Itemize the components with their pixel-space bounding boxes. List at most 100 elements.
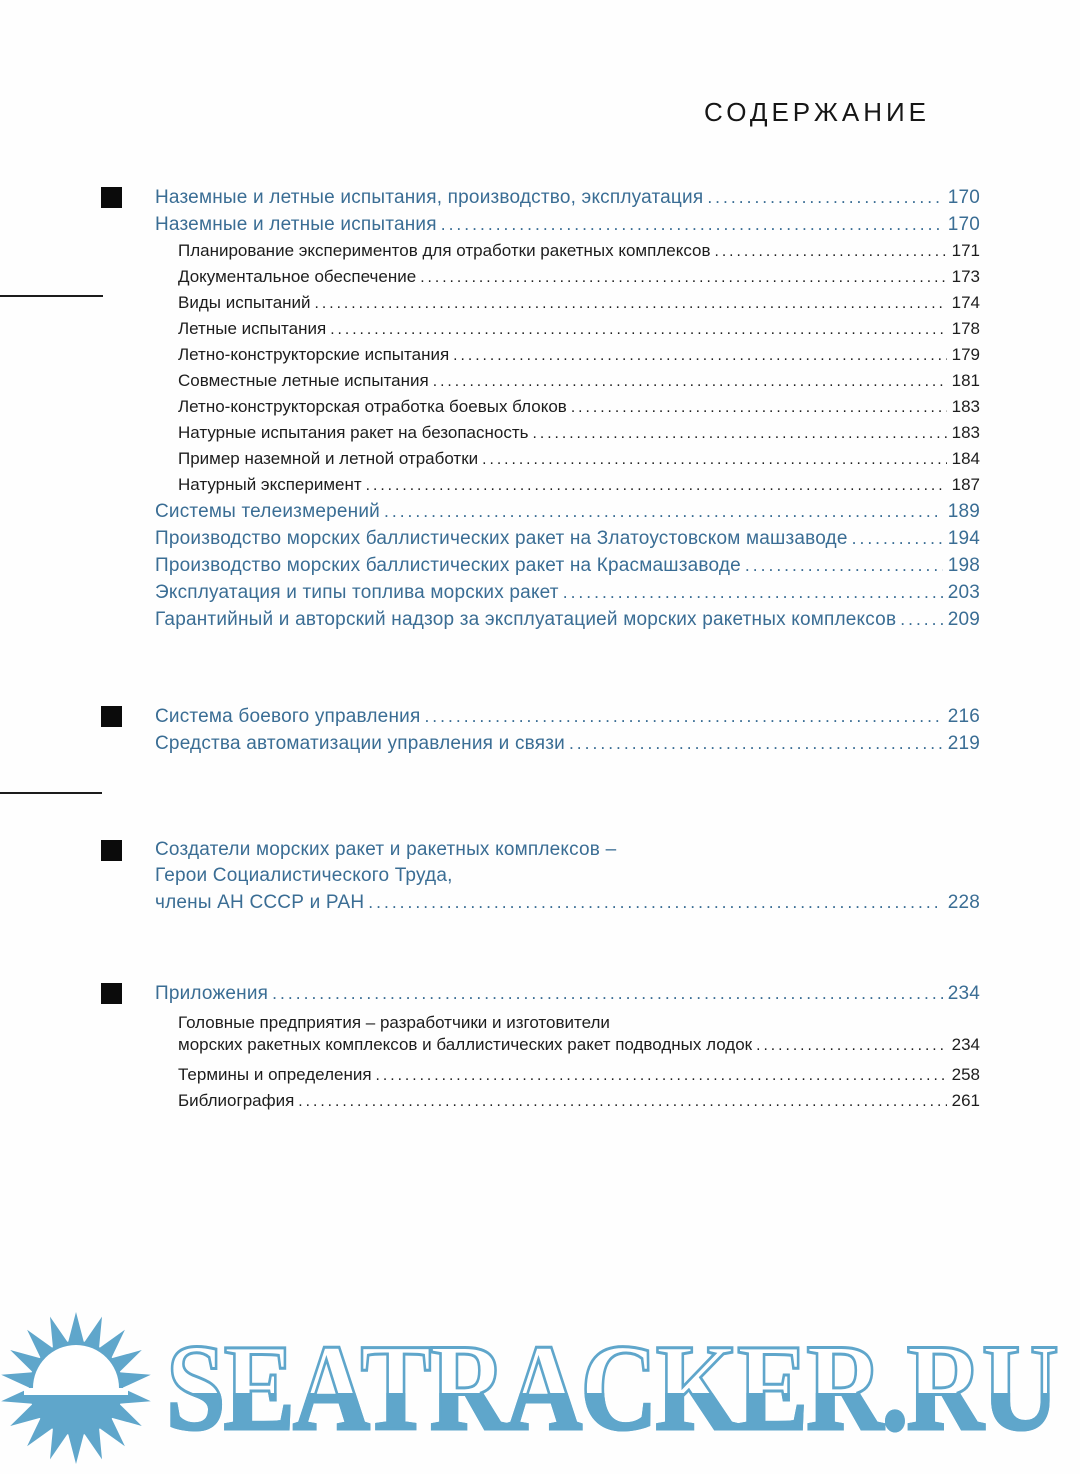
toc-entry: Летные испытания 178	[178, 316, 980, 342]
page-number: 173	[951, 267, 980, 286]
entry-label: Виды испытаний	[178, 293, 311, 312]
entry-label: Летно-конструкторские испытания	[178, 345, 450, 364]
toc-block-appendices: Приложения 234 Головные предприятия – ра…	[100, 980, 980, 1114]
dot-leader	[441, 211, 943, 238]
toc-entry: Система боевого управления 216	[155, 703, 980, 730]
page-number: 170	[947, 214, 980, 235]
page-number: 234	[947, 983, 980, 1004]
left-crop-mark	[0, 792, 102, 794]
toc-entry: Летно-конструкторские испытания 179	[178, 342, 980, 368]
entry-label: Термины и определения	[178, 1065, 372, 1084]
dot-leader	[433, 368, 947, 394]
section-bullet-square	[101, 187, 122, 208]
page-number: 234	[951, 1035, 980, 1054]
page-number: 198	[947, 555, 980, 576]
entry-label: Системы телеизмерений	[155, 501, 380, 522]
section-bullet-square	[101, 983, 122, 1004]
dot-leader	[563, 579, 943, 606]
toc-entry: Летно-конструкторская отработка боевых б…	[178, 394, 980, 420]
entry-label: Эксплуатация и типы топлива морских раке…	[155, 582, 559, 603]
toc-entry: Наземные и летные испытания 170	[155, 211, 980, 238]
section-bullet-square	[101, 706, 122, 727]
entry-label: Средства автоматизации управления и связ…	[155, 733, 565, 754]
entry-label: Герои Социалистического Труда,	[155, 865, 453, 886]
dot-leader	[571, 394, 947, 420]
watermark-text: SEATRACKER.RU	[165, 1319, 1060, 1456]
dot-leader	[330, 316, 946, 342]
entry-label: морских ракетных комплексов и баллистиче…	[178, 1035, 753, 1054]
dot-leader	[376, 1062, 947, 1088]
dot-leader	[315, 290, 947, 316]
entry-label: Приложения	[155, 983, 269, 1004]
toc-entry-line: Головные предприятия – разработчики и из…	[178, 1012, 980, 1033]
page-number: 258	[951, 1065, 980, 1084]
toc-entry: Термины и определения 258	[178, 1062, 980, 1088]
page-number: 194	[947, 528, 980, 549]
page-number: 171	[951, 241, 980, 260]
page-number: 187	[951, 475, 980, 494]
page-number: 203	[947, 582, 980, 603]
toc-entry: Гарантийный и авторский надзор за эксплу…	[155, 606, 980, 633]
dot-leader	[384, 498, 943, 525]
dot-leader	[756, 1033, 947, 1057]
page-number: 183	[951, 397, 980, 416]
page-number: 209	[947, 609, 980, 630]
toc-entry: Наземные и летные испытания, производств…	[155, 184, 980, 211]
dot-leader	[715, 238, 947, 264]
page-number: 189	[947, 501, 980, 522]
toc-entry-line: Герои Социалистического Труда,	[155, 863, 980, 889]
toc-entry-line: Создатели морских ракет и ракетных компл…	[155, 837, 980, 863]
toc-entry: Производство морских баллистических раке…	[155, 552, 980, 579]
page-number: 216	[947, 706, 980, 727]
watermark: SEATRACKER.RU	[0, 1290, 1080, 1474]
dot-leader	[272, 980, 943, 1007]
dot-leader	[569, 730, 943, 757]
dot-leader	[533, 420, 947, 446]
dot-leader	[900, 606, 942, 633]
entry-label: Система боевого управления	[155, 706, 421, 727]
dot-leader	[298, 1088, 946, 1114]
entry-label: члены АН СССР и РАН	[155, 892, 365, 913]
dot-leader	[366, 472, 947, 498]
toc-entry: Совместные летные испытания 181	[178, 368, 980, 394]
dot-leader	[453, 342, 946, 368]
dot-leader	[424, 703, 942, 730]
toc-block-testing-production: Наземные и летные испытания, производств…	[100, 184, 980, 633]
toc-block-creators: Создатели морских ракет и ракетных компл…	[100, 837, 980, 916]
dot-leader	[745, 552, 943, 579]
page-number: 184	[951, 449, 980, 468]
entry-label: Головные предприятия – разработчики и из…	[178, 1013, 610, 1032]
dot-leader	[707, 184, 942, 211]
entry-label: Пример наземной и летной отработки	[178, 449, 479, 468]
page-number: 261	[951, 1091, 980, 1110]
entry-label: Наземные и летные испытания, производств…	[155, 187, 704, 208]
sun-over-sea-icon	[1, 1312, 151, 1464]
page-number: 170	[947, 187, 980, 208]
section-bullet-square	[101, 840, 122, 861]
entry-label: Натурные испытания ракет на безопасность	[178, 423, 529, 442]
toc-entry: члены АН СССР и РАН 228	[155, 889, 980, 916]
page-number: 181	[951, 371, 980, 390]
entry-label: Библиография	[178, 1091, 295, 1110]
page-title: СОДЕРЖАНИЕ	[703, 97, 930, 127]
dot-leader	[482, 446, 946, 472]
dot-leader	[852, 525, 943, 552]
page-number: 219	[947, 733, 980, 754]
page-number: 183	[951, 423, 980, 442]
toc-entry: Виды испытаний 174	[178, 290, 980, 316]
toc-entry: Производство морских баллистических раке…	[155, 525, 980, 552]
entry-label: Натурный эксперимент	[178, 475, 362, 494]
toc-entry: Документальное обеспечение 173	[178, 264, 980, 290]
toc-entry: Системы телеизмерений 189	[155, 498, 980, 525]
entry-label: Наземные и летные испытания	[155, 214, 437, 235]
toc-block-combat-control: Система боевого управления 216 Средства …	[100, 703, 980, 757]
toc-entry: Натурный эксперимент 187	[178, 472, 980, 498]
toc-entry: Натурные испытания ракет на безопасность…	[178, 420, 980, 446]
entry-label: Документальное обеспечение	[178, 267, 417, 286]
dot-leader	[368, 889, 942, 916]
page-number: 179	[951, 345, 980, 364]
entry-label: Производство морских баллистических раке…	[155, 528, 848, 549]
toc-entry: Библиография 261	[178, 1088, 980, 1114]
toc-entry: Приложения 234	[155, 980, 980, 1007]
